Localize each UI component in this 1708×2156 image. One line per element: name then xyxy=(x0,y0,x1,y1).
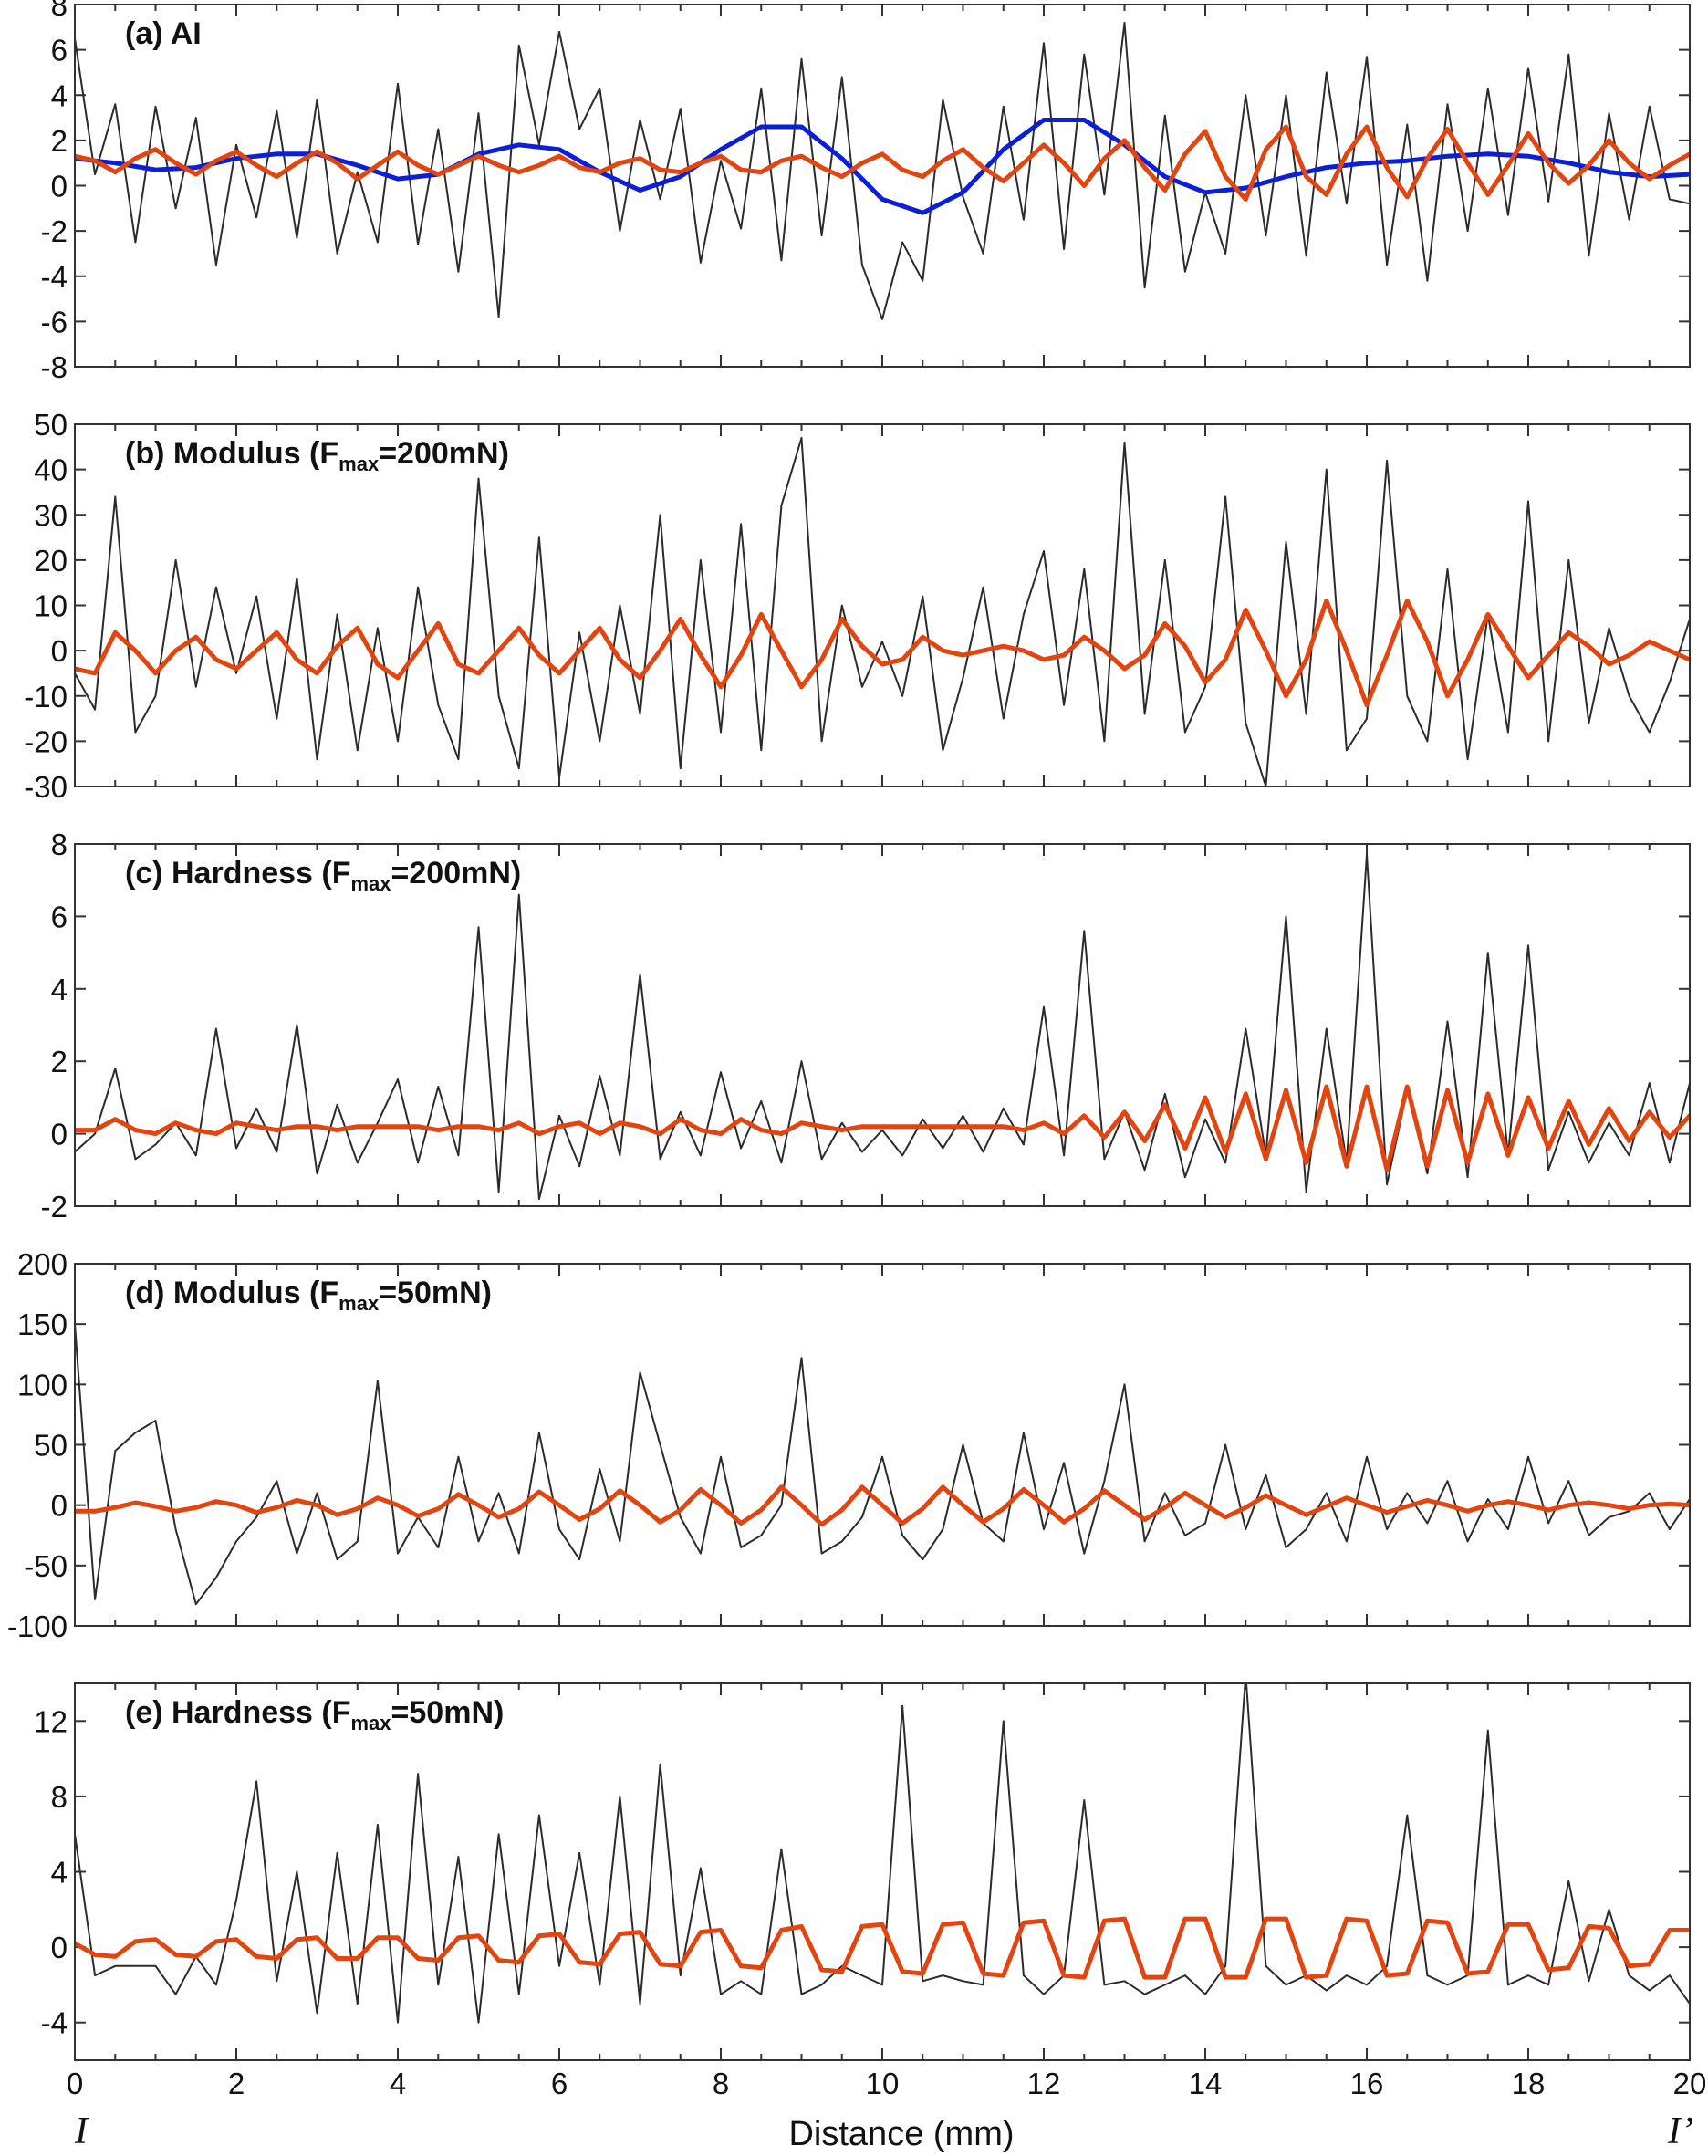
plot-frame xyxy=(74,1682,1691,2061)
x-tick-label: 6 xyxy=(551,2067,568,2100)
x-tick-label: 14 xyxy=(1189,2067,1223,2100)
panel-b-title: (b) Modulus (Fmax=200mN) xyxy=(125,436,509,475)
y-tick-label: 6 xyxy=(51,34,68,68)
y-tick-label: 150 xyxy=(17,1307,68,1341)
y-tick-label: 8 xyxy=(51,828,68,861)
series-line-raw xyxy=(75,436,1690,786)
plot-frame xyxy=(74,4,1691,368)
y-tick-label: 50 xyxy=(34,1429,68,1463)
y-tick-label: 4 xyxy=(51,973,68,1006)
y-tick-label: -50 xyxy=(24,1549,68,1583)
y-tick-label: -30 xyxy=(24,770,68,804)
y-tick-label: -20 xyxy=(24,724,68,758)
panel-e-title: (e) Hardness (Fmax=50mN) xyxy=(125,1695,504,1734)
series-line-raw xyxy=(75,21,1690,320)
y-tick-label: -4 xyxy=(41,2006,68,2040)
series-line-fit xyxy=(75,1084,1690,1172)
y-tick-label: 100 xyxy=(17,1368,68,1401)
series-line-trend xyxy=(75,118,1690,215)
panel-b: (b) Modulus (Fmax=200mN) -30 -20 -10 0 10 20 3… xyxy=(24,408,1691,804)
x-tick-label: 4 xyxy=(390,2067,406,2100)
y-tick-label: 50 xyxy=(34,408,68,442)
x-tick-label: 8 xyxy=(713,2067,729,2100)
y-tick-label: 20 xyxy=(34,544,68,578)
y-tick-label: 12 xyxy=(34,1704,68,1738)
panel-c: (c) Hardness (Fmax=200mN) -2 0 2 4 6 8 xyxy=(41,828,1691,1224)
x-tick-label: 10 xyxy=(866,2067,900,2100)
series-line-fit xyxy=(75,1916,1690,1980)
panel-a: (a) AI -8 -6 -4 -2 0 2 4 6 8 xyxy=(41,0,1691,384)
x-tick-label: 16 xyxy=(1350,2067,1384,2100)
y-tick-label: -2 xyxy=(41,1190,68,1224)
y-tick-label: 4 xyxy=(51,1856,68,1890)
y-tick-label: 40 xyxy=(34,453,68,487)
series-line-fit xyxy=(75,1484,1690,1527)
plot-frame xyxy=(74,843,1691,1207)
y-tick-label: 6 xyxy=(51,900,68,933)
x-tick-label: 2 xyxy=(228,2067,245,2100)
y-tick-label: 30 xyxy=(34,498,68,532)
y-tick-label: 0 xyxy=(51,1118,68,1151)
y-tick-label: -10 xyxy=(24,680,68,713)
y-tick-label: 4 xyxy=(51,78,68,112)
y-tick-label: 2 xyxy=(51,1045,68,1078)
y-tick-label: -8 xyxy=(41,350,68,384)
plot-frame xyxy=(74,423,1691,787)
panel-c-title: (c) Hardness (Fmax=200mN) xyxy=(125,856,521,895)
plot-frame xyxy=(74,1263,1691,1627)
y-tick-label: 8 xyxy=(51,1780,68,1814)
x-tick-label: 18 xyxy=(1512,2067,1546,2100)
end-label: I’ xyxy=(1667,2110,1693,2152)
y-tick-label: -2 xyxy=(41,214,68,248)
series-line-raw xyxy=(75,1683,1690,2024)
series-line-fit xyxy=(75,124,1690,202)
y-tick-label: 200 xyxy=(17,1247,68,1281)
y-tick-label: -4 xyxy=(41,260,68,294)
panel-a-title: (a) AI xyxy=(125,16,202,51)
series-line-raw xyxy=(75,1323,1690,1606)
series-line-fit xyxy=(75,599,1690,708)
y-tick-label: -100 xyxy=(7,1609,68,1643)
x-tick-label: 12 xyxy=(1027,2067,1061,2100)
x-axis-title: Distance (mm) xyxy=(788,2115,1014,2153)
panel-e: (e) Hardness (Fmax=50mN) -4 0 4 8 12 0 2 4 6 8 10 1… xyxy=(34,1682,1707,2100)
panel-d-title: (d) Modulus (Fmax=50mN) xyxy=(125,1276,492,1315)
y-tick-label: 10 xyxy=(34,589,68,623)
y-tick-label: 0 xyxy=(51,170,68,203)
series-line-raw xyxy=(75,853,1690,1201)
x-tick-label: 20 xyxy=(1673,2067,1707,2100)
y-tick-label: 8 xyxy=(51,0,68,22)
panel-d: (d) Modulus (Fmax=50mN) -100 -50 0 50 100 150… xyxy=(7,1247,1691,1643)
y-tick-label: 0 xyxy=(51,1489,68,1523)
y-tick-label: -6 xyxy=(41,305,68,339)
y-tick-label: 0 xyxy=(51,1931,68,1964)
start-label: I xyxy=(74,2110,89,2152)
y-tick-label: 0 xyxy=(51,634,68,668)
y-tick-label: 2 xyxy=(51,124,68,158)
x-tick-label: 0 xyxy=(67,2067,83,2100)
